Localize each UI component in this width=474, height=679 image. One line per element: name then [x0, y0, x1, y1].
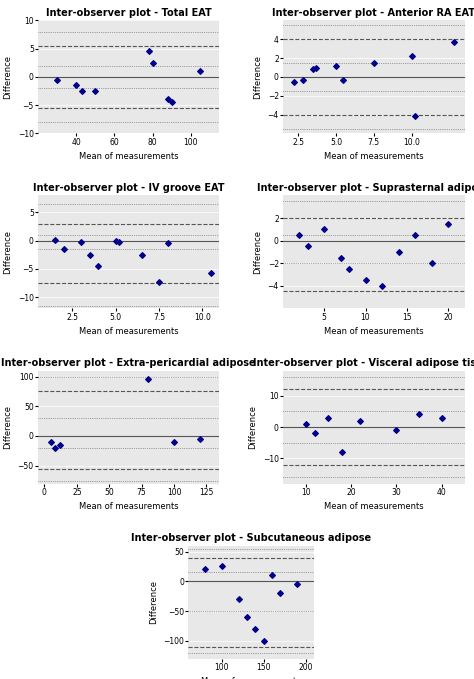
Point — [408, 51, 415, 62]
Y-axis label: Difference: Difference — [149, 580, 158, 624]
Point — [196, 433, 204, 444]
Point — [415, 409, 423, 420]
Point — [218, 561, 226, 572]
Point — [312, 63, 320, 74]
Point — [332, 60, 340, 71]
Title: Inter-observer plot - Anterior RA EAT: Inter-observer plot - Anterior RA EAT — [272, 8, 474, 18]
Point — [392, 425, 400, 436]
Point — [138, 249, 146, 260]
Title: Inter-observer plot - Subcutaneous adipose: Inter-observer plot - Subcutaneous adipo… — [131, 534, 371, 543]
Point — [277, 588, 284, 599]
Point — [168, 97, 175, 108]
Point — [197, 66, 204, 77]
Point — [145, 374, 152, 385]
Point — [112, 235, 119, 246]
Point — [164, 94, 172, 105]
Y-axis label: Difference: Difference — [3, 230, 12, 274]
Title: Inter-observer plot - Visceral adipose tissue: Inter-observer plot - Visceral adipose t… — [253, 359, 474, 369]
Title: Inter-observer plot - Suprasternal adipose: Inter-observer plot - Suprasternal adipo… — [257, 183, 474, 194]
Point — [290, 76, 297, 87]
Point — [338, 447, 346, 458]
Point — [293, 579, 301, 590]
X-axis label: Mean of measurements: Mean of measurements — [324, 502, 424, 511]
X-axis label: Mean of measurements: Mean of measurements — [324, 152, 424, 161]
Title: Inter-observer plot - IV groove EAT: Inter-observer plot - IV groove EAT — [33, 183, 224, 194]
Point — [207, 268, 215, 279]
Point — [47, 437, 55, 447]
Title: Inter-observer plot - Extra-pericardial adipose: Inter-observer plot - Extra-pericardial … — [1, 359, 256, 369]
Point — [370, 57, 378, 68]
Y-axis label: Difference: Difference — [248, 405, 257, 449]
Point — [170, 437, 178, 447]
Point — [201, 564, 209, 575]
Point — [438, 412, 446, 423]
Point — [164, 238, 172, 249]
Point — [304, 241, 311, 252]
Point — [53, 74, 61, 85]
Point — [299, 74, 307, 85]
Point — [78, 86, 86, 96]
Point — [56, 439, 64, 450]
Point — [340, 74, 347, 85]
Point — [252, 623, 259, 634]
Point — [311, 428, 319, 439]
Point — [60, 244, 68, 255]
Point — [395, 246, 402, 257]
Point — [77, 236, 85, 247]
Point — [444, 218, 452, 229]
Point — [296, 230, 303, 240]
Point — [91, 86, 99, 96]
Y-axis label: Difference: Difference — [253, 55, 262, 99]
Y-axis label: Difference: Difference — [3, 55, 12, 99]
Point — [362, 275, 369, 286]
X-axis label: Mean of measurements: Mean of measurements — [79, 327, 179, 336]
X-axis label: Mean of measurements: Mean of measurements — [324, 327, 424, 336]
Point — [337, 252, 345, 263]
X-axis label: Mean of measurements: Mean of measurements — [79, 502, 179, 511]
Point — [86, 249, 93, 260]
Point — [411, 111, 419, 122]
Point — [356, 416, 364, 426]
Point — [310, 64, 317, 75]
Point — [325, 412, 332, 423]
Title: Inter-observer plot - Total EAT: Inter-observer plot - Total EAT — [46, 8, 211, 18]
Point — [411, 230, 419, 240]
Y-axis label: Difference: Difference — [3, 405, 12, 449]
Point — [145, 46, 153, 57]
Y-axis label: Difference: Difference — [253, 230, 262, 274]
Point — [428, 258, 435, 269]
Point — [378, 280, 386, 291]
Point — [302, 418, 310, 429]
Point — [260, 636, 267, 646]
Point — [51, 234, 59, 245]
Point — [155, 276, 163, 287]
Point — [450, 37, 458, 48]
Point — [235, 593, 243, 604]
Point — [320, 224, 328, 235]
Point — [149, 57, 156, 68]
Point — [243, 612, 251, 623]
X-axis label: Mean of measurements: Mean of measurements — [79, 152, 179, 161]
X-axis label: Mean of measurements: Mean of measurements — [201, 678, 301, 679]
Point — [73, 80, 80, 91]
Point — [95, 261, 102, 272]
Point — [51, 443, 59, 454]
Point — [345, 263, 353, 274]
Point — [115, 237, 123, 248]
Point — [268, 570, 276, 581]
